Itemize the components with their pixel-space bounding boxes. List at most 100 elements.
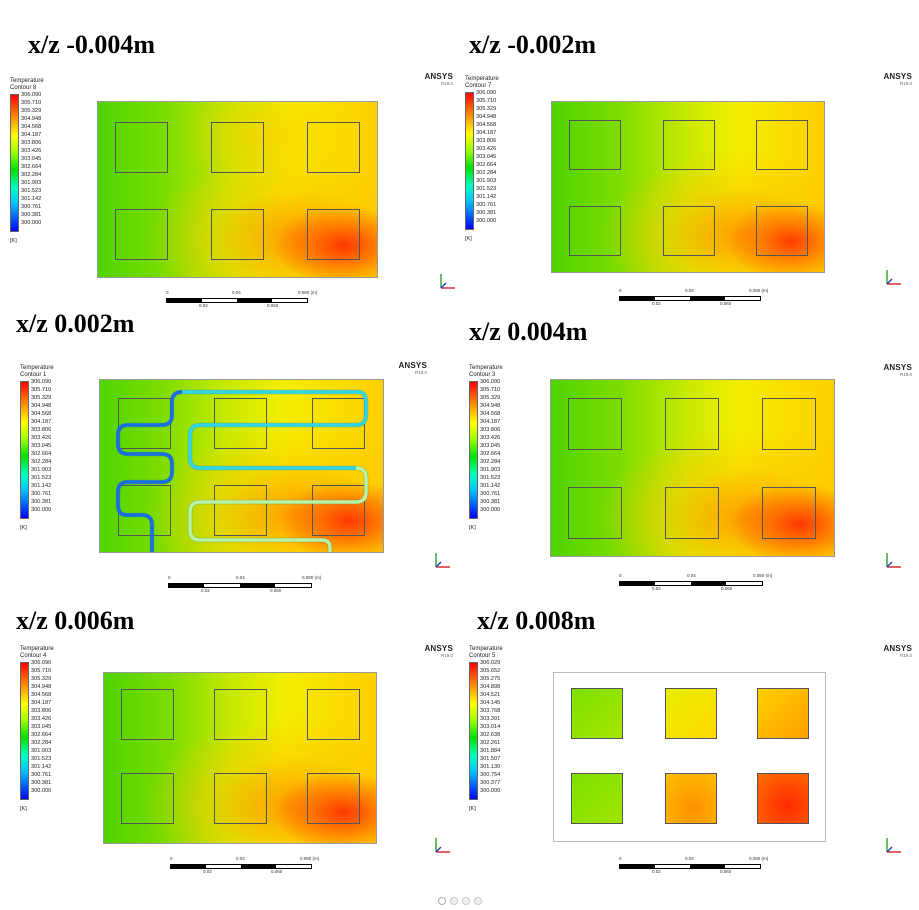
scale-bar: 0 0.04 0.080 (m) 0.02 0.060 [619,856,769,876]
ansys-logo: ANSYS R19.0 [883,72,912,86]
legend-tick-label: 303.806 [480,427,501,433]
legend-contour-name: Contour 3 [469,372,496,378]
heater-cell [211,122,264,173]
scale-label: 0 [619,856,622,861]
heater-cell [214,689,267,740]
temperature-contour-plot [99,379,384,553]
contour-panel-6: x/z 0.008m Temperature Contour 5 306.029… [459,590,918,885]
legend-tick-label: 306.090 [476,90,497,96]
legend-tick-label: 304.948 [31,403,52,409]
ansys-logo: ANSYS R19.0 [424,72,453,86]
legend-tick-label: 305.329 [480,395,501,401]
legend-tick-label: 301.507 [480,756,501,762]
scale-bar: 0 0.04 0.080 (m) 0.02 0.060 [619,573,772,593]
scale-segments [619,864,761,869]
legend-tick-label: 302.284 [31,459,52,465]
legend-tick-label: 301.523 [31,475,52,481]
scale-label: 0.060 [720,301,732,306]
legend-color-bar [469,662,478,800]
scale-label: 0.080 (m) [300,856,320,861]
ansys-brand: ANSYS [424,644,453,653]
temperature-legend: Temperature Contour 8 306.090 305.710 305.… [10,78,44,244]
legend-unit: [K] [469,806,476,812]
axis-triad-icon [886,553,901,568]
scale-label: 0.04 [236,575,245,580]
legend-tick-label: 304.145 [480,700,501,706]
legend-tick-labels: 306.090 305.710 305.329 304.948 304.568 304.1… [476,89,496,225]
heater-cell [312,485,365,536]
heater-cell [211,209,264,260]
legend-tick-label: 301.903 [476,178,497,184]
legend-tick-label: 303.391 [480,716,501,722]
legend-tick-label: 301.903 [31,748,52,754]
legend-color-bar [20,381,29,519]
legend-tick-label: 300.381 [21,212,42,218]
pager-dot[interactable] [473,897,482,905]
scale-bar: 0 0.04 0.080 (m) 0.02 0.060 [168,575,321,595]
scale-label: 0 [170,856,173,861]
legend-tick-label: 304.187 [476,130,497,136]
heater-cell [757,773,809,824]
heater-cell [571,688,623,739]
heater-cell [307,773,360,824]
legend-tick-label: 300.377 [480,780,501,786]
carousel-pager [0,892,919,910]
ansys-brand: ANSYS [883,644,912,653]
scale-label: 0 [166,290,169,295]
legend-tick-label: 302.284 [31,740,52,746]
temperature-contour-plot [551,101,825,273]
heater-cell [665,398,719,450]
legend-tick-label: 304.898 [480,684,501,690]
legend-tick-label: 306.029 [480,660,501,666]
legend-tick-label: 300.754 [480,772,501,778]
pager-dot[interactable] [449,897,458,905]
scale-label: 0.060 [270,588,282,593]
scale-label: 0 [619,573,622,578]
legend-tick-label: 303.806 [476,138,497,144]
contour-panel-4: x/z 0.004m Temperature Contour 3 306.090… [459,295,918,593]
legend-tick-label: 303.045 [31,443,52,449]
legend-tick-label: 300.381 [31,499,52,505]
panel-title: x/z 0.002m [16,309,135,338]
scale-label: 0.060 [271,869,283,874]
pager-dot[interactable] [437,897,446,905]
scale-segments [619,581,763,586]
legend-tick-label: 303.768 [480,708,501,714]
legend-tick-label: 304.568 [476,122,497,128]
panel-title: x/z -0.004m [28,30,156,59]
legend-tick-label: 301.903 [480,467,501,473]
legend-tick-label: 303.426 [476,146,497,152]
ansys-logo: ANSYS R19.0 [883,644,912,658]
scale-bar: 0 0.04 0.080 (m) 0.02 0.060 [166,290,317,310]
panel-title: x/z -0.002m [469,30,597,59]
ansys-brand: ANSYS [883,363,912,372]
scale-label: 0 [168,575,171,580]
legend-tick-label: 301.903 [31,467,52,473]
legend-tick-label: 304.948 [21,116,42,122]
legend-tick-label: 301.523 [476,186,497,192]
legend-tick-label: 301.142 [31,483,52,489]
heater-cell [307,122,360,173]
legend-tick-label: 305.329 [21,108,42,114]
legend-tick-label: 300.000 [476,218,497,224]
scale-segments [166,298,308,303]
legend-heading: Temperature [10,78,44,84]
temperature-legend: Temperature Contour 3 306.090 305.710 305.… [469,365,503,531]
legend-tick-labels: 306.090 305.710 305.329 304.948 304.568 304.1… [31,378,51,514]
axis-triad-icon [886,838,901,853]
legend-tick-label: 301.523 [31,756,52,762]
legend-tick-label: 300.000 [480,507,501,513]
legend-unit: [K] [20,806,27,812]
legend-tick-label: 305.652 [480,668,501,674]
legend-tick-label: 300.381 [480,499,501,505]
legend-tick-label: 300.761 [21,204,42,210]
scale-label: 0.060 [721,586,733,591]
legend-contour-name: Contour 7 [465,83,492,89]
legend-tick-label: 305.710 [31,387,52,393]
legend-tick-label: 303.045 [21,156,42,162]
heater-cell [121,689,174,740]
pager-dot[interactable] [461,897,470,905]
legend-tick-label: 302.664 [480,451,501,457]
legend-tick-label: 303.045 [476,154,497,160]
legend-tick-label: 306.090 [21,92,42,98]
